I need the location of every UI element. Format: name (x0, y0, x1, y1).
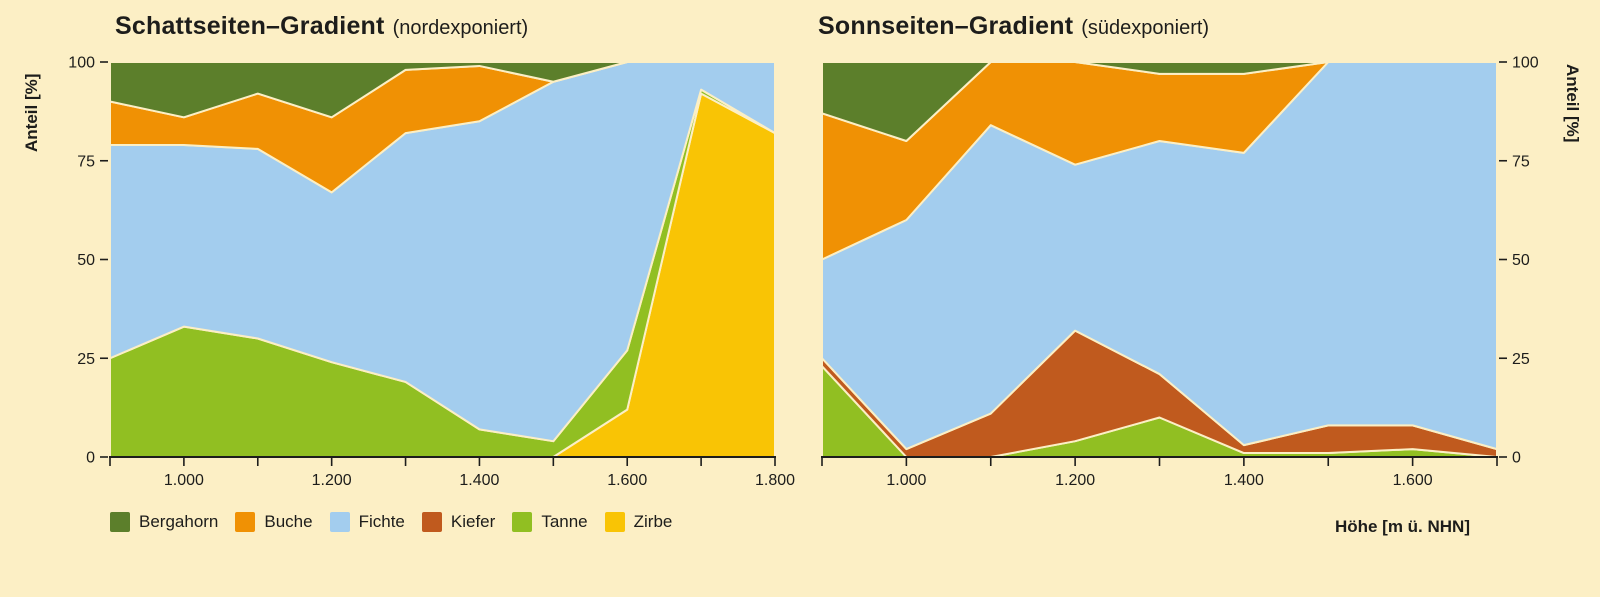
svg-text:25: 25 (77, 351, 95, 368)
svg-text:50: 50 (77, 252, 95, 269)
svg-text:100: 100 (68, 55, 95, 72)
legend-label-tanne: Tanne (541, 512, 588, 531)
area-bergahorn (109, 61, 776, 119)
legend-label-fichte: Fichte (358, 512, 405, 531)
legend-label-buche: Buche (264, 512, 313, 531)
svg-text:75: 75 (1512, 153, 1530, 170)
legend: Bergahorn Buche Fichte Kiefer Tanne Zirb… (110, 512, 672, 532)
buche-swatch-icon (235, 512, 256, 532)
legend-item-zirbe: Zirbe (604, 512, 673, 532)
chart-title-sun-sub: (südexponiert) (1081, 17, 1210, 39)
chart-0-axes (100, 61, 776, 466)
legend-label-zirbe: Zirbe (633, 512, 673, 531)
chart-1-areas (821, 61, 1498, 458)
svg-text:75: 75 (77, 153, 95, 170)
svg-text:1.200: 1.200 (1055, 472, 1095, 489)
svg-text:50: 50 (1512, 252, 1530, 269)
chart-0-areas (109, 61, 776, 458)
svg-text:25: 25 (1512, 351, 1530, 368)
zirbe-swatch-icon (604, 512, 625, 532)
legend-item-buche: Buche (235, 512, 313, 532)
legend-label-bergahorn: Bergahorn (139, 512, 219, 531)
kiefer-swatch-icon (421, 512, 442, 532)
svg-text:1.000: 1.000 (164, 472, 204, 489)
tanne-swatch-icon (512, 512, 533, 532)
svg-text:1.400: 1.400 (1224, 472, 1264, 489)
chart-0-tick-labels: 1.000 1.200 1.400 1.600 1.800 0 25 50 75 100 (68, 55, 795, 490)
chart-title-sun-side: Sonnseiten–Gradient (südexponiert) (818, 12, 1209, 41)
legend-item-tanne: Tanne (512, 512, 588, 532)
area-bergahorn (821, 61, 1498, 142)
legend-item-bergahorn: Bergahorn (110, 512, 218, 532)
chart-title-sun-main: Sonnseiten–Gradient (818, 12, 1074, 40)
svg-text:1.200: 1.200 (312, 472, 352, 489)
x-axis-title: Höhe [m ü. NHN] (1334, 517, 1470, 536)
legend-item-kiefer: Kiefer (421, 512, 496, 532)
svg-text:100: 100 (1512, 55, 1539, 72)
svg-text:1.600: 1.600 (607, 472, 647, 489)
svg-text:1.800: 1.800 (755, 472, 795, 489)
svg-text:0: 0 (1512, 450, 1521, 467)
chart-title-shade-side: Schattseiten–Gradient (nordexponiert) (115, 12, 528, 41)
legend-item-fichte: Fichte (329, 512, 405, 532)
bottom-strip (0, 597, 1600, 610)
svg-text:0: 0 (86, 450, 95, 467)
bergahorn-swatch-icon (110, 512, 130, 532)
fichte-swatch-icon (329, 512, 350, 532)
chart-title-shade-main: Schattseiten–Gradient (115, 12, 385, 40)
chart-1-axes (821, 61, 1507, 466)
legend-label-kiefer: Kiefer (450, 512, 496, 531)
svg-text:1.000: 1.000 (886, 472, 926, 489)
chart-1-tick-labels: 1.000 1.200 1.400 1.600 0 25 50 75 100 (886, 55, 1538, 490)
chart-title-shade-sub: (nordexponiert) (392, 17, 529, 39)
svg-text:1.400: 1.400 (459, 472, 499, 489)
svg-text:1.600: 1.600 (1393, 472, 1433, 489)
